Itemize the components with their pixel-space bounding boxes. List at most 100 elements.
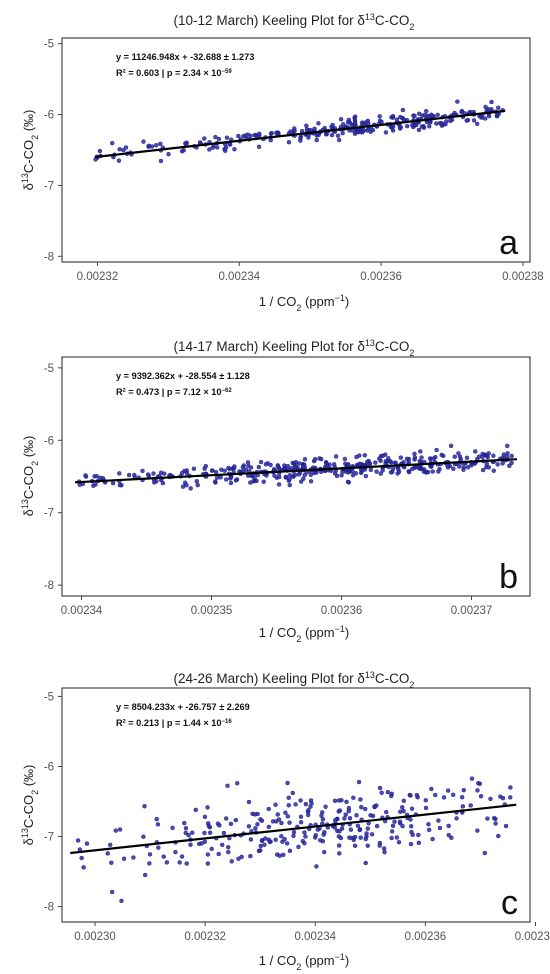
data-point	[404, 456, 410, 462]
data-point	[409, 829, 414, 835]
data-point	[315, 827, 321, 832]
data-point	[140, 468, 145, 474]
data-point	[416, 832, 421, 838]
data-point	[193, 807, 198, 813]
data-point	[495, 462, 500, 467]
data-point	[266, 824, 272, 830]
data-point	[459, 109, 464, 115]
data-point	[423, 798, 428, 803]
y-tick-label: -7	[44, 180, 54, 192]
data-point	[471, 118, 477, 123]
data-point	[287, 476, 292, 482]
data-point	[260, 838, 265, 843]
data-point	[273, 802, 278, 807]
data-point	[345, 479, 351, 485]
data-point	[390, 466, 396, 471]
data-point	[226, 849, 231, 855]
data-point	[263, 462, 269, 467]
data-point	[158, 470, 164, 475]
data-point	[282, 463, 287, 468]
data-point	[374, 469, 379, 474]
data-point	[396, 839, 402, 845]
data-point	[441, 795, 447, 800]
data-point	[337, 829, 342, 834]
data-point	[285, 463, 291, 469]
data-point	[317, 456, 322, 461]
data-point	[430, 836, 435, 842]
data-point	[437, 825, 443, 831]
data-point	[276, 482, 282, 487]
x-tick-label: 0.00238	[502, 271, 544, 283]
data-point	[146, 143, 152, 149]
data-point	[304, 123, 309, 128]
y-tick-label: -8	[44, 251, 54, 263]
data-point	[293, 802, 298, 807]
data-point	[117, 471, 122, 476]
data-point	[384, 809, 389, 815]
data-point	[387, 459, 393, 464]
data-point	[275, 812, 280, 817]
data-point	[363, 473, 369, 479]
data-point	[203, 463, 208, 469]
x-tick-label: 0.00230	[74, 931, 116, 943]
data-point	[464, 118, 469, 123]
data-point	[496, 833, 501, 839]
data-point	[292, 128, 297, 134]
data-point	[389, 125, 395, 131]
data-point	[190, 830, 195, 835]
y-tick-label: -5	[44, 691, 54, 703]
data-point	[296, 844, 301, 850]
data-point	[188, 486, 193, 491]
data-point	[248, 837, 254, 842]
data-point	[221, 830, 227, 836]
data-point	[339, 826, 345, 831]
data-point	[279, 820, 284, 826]
data-point	[377, 785, 383, 791]
data-point	[342, 456, 348, 462]
data-point	[423, 805, 429, 811]
data-point	[324, 462, 329, 467]
y-tick-label: -5	[44, 39, 54, 51]
data-point	[209, 468, 215, 473]
data-point	[206, 823, 211, 829]
data-point	[461, 787, 466, 793]
panel-letter: a	[499, 224, 518, 262]
data-point	[430, 469, 435, 474]
data-point	[155, 822, 161, 827]
data-point	[338, 117, 344, 122]
data-point	[84, 841, 90, 846]
data-point	[202, 136, 207, 141]
data-point	[412, 113, 417, 119]
data-point	[173, 849, 178, 855]
data-point	[416, 840, 422, 846]
data-point	[486, 451, 491, 456]
data-point	[316, 121, 321, 126]
data-point	[372, 804, 377, 809]
data-point	[382, 849, 387, 855]
data-point	[254, 478, 259, 484]
data-point	[117, 827, 123, 832]
data-point	[332, 798, 338, 804]
data-point	[336, 843, 342, 848]
plot-frame	[61, 37, 531, 263]
data-point	[257, 131, 262, 136]
data-point	[291, 829, 297, 835]
data-point	[262, 842, 267, 847]
data-point	[394, 835, 400, 840]
data-point	[354, 454, 359, 460]
data-point	[226, 465, 231, 471]
data-point	[501, 452, 507, 457]
plot-frame	[61, 687, 531, 923]
data-point	[79, 855, 84, 861]
data-point	[243, 133, 248, 138]
data-point	[235, 781, 240, 786]
data-point	[212, 479, 218, 484]
x-tick-label: 0.00234	[294, 931, 336, 943]
data-point	[290, 474, 296, 479]
regression-equation: y = 11246.948x + -32.688 ± 1.273	[116, 52, 254, 62]
data-point	[276, 817, 282, 822]
y-tick-label: -8	[44, 902, 54, 914]
data-point	[182, 820, 187, 826]
data-point	[363, 806, 368, 812]
data-point	[332, 825, 337, 830]
